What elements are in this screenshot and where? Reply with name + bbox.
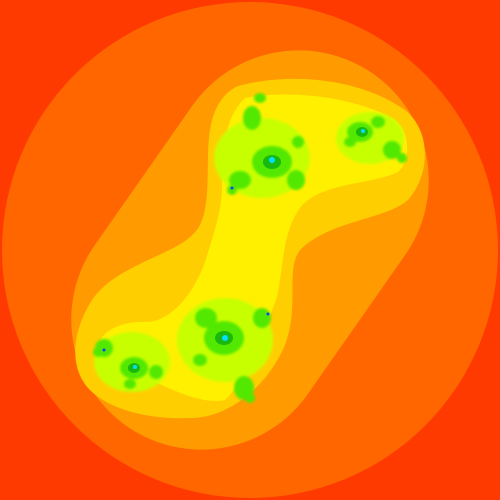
cyan-accent-left [133, 365, 137, 369]
blue-accent-3 [102, 348, 106, 352]
cyan-accent-bottom [222, 335, 228, 341]
cluster-top [227, 93, 305, 195]
blue-accent-2 [266, 312, 270, 316]
cyan-accent-right [361, 129, 365, 133]
cyan-accent-top [269, 157, 275, 163]
core-region [95, 94, 408, 401]
blue-accent-1 [230, 186, 234, 190]
